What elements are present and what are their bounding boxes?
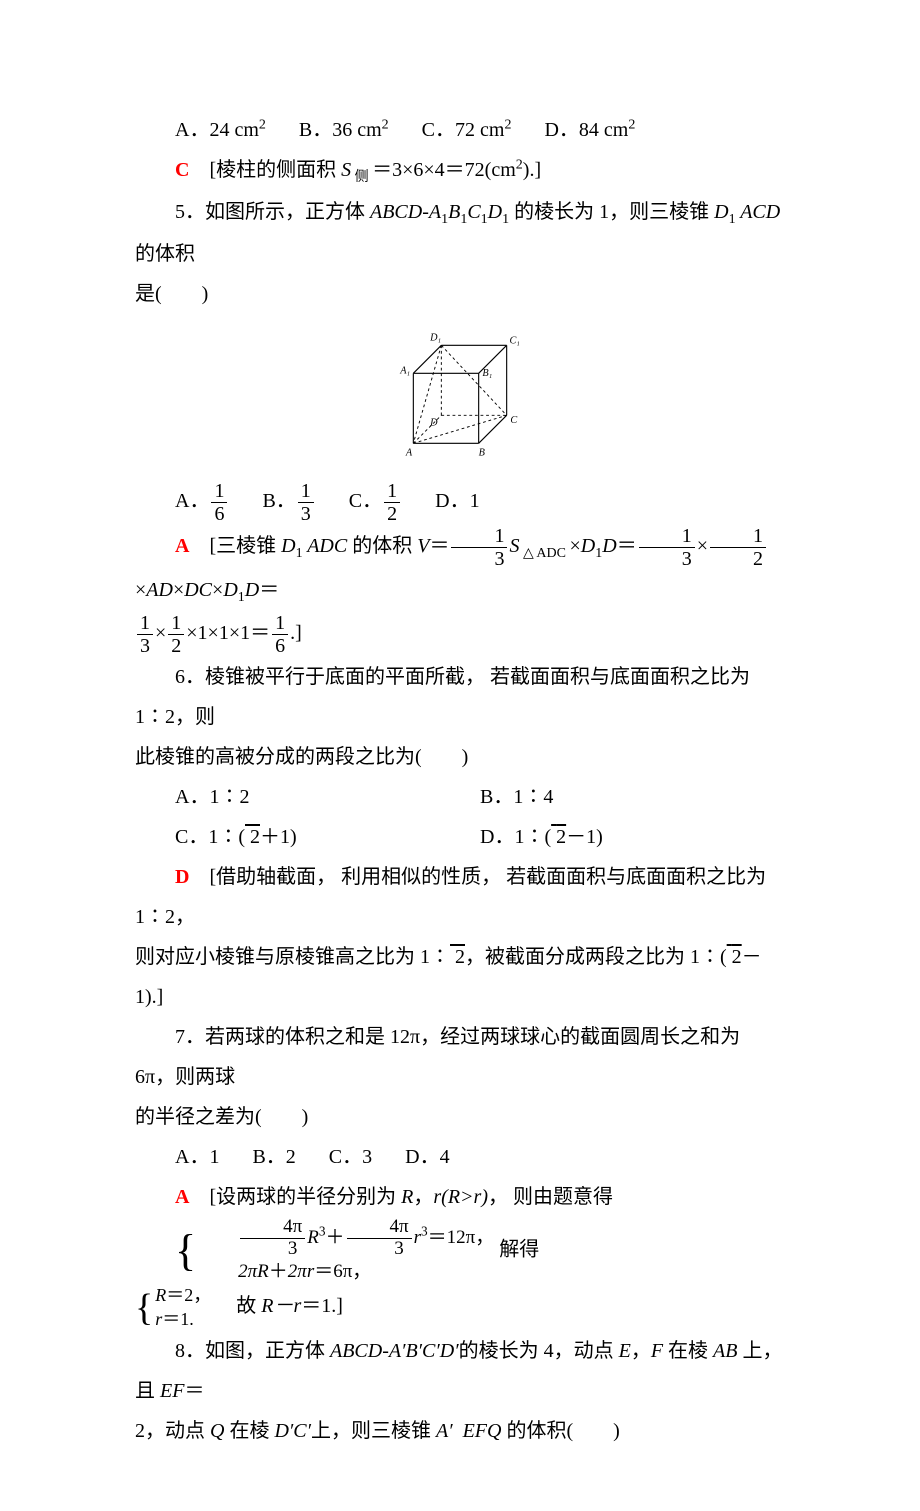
document-page: A．24 cm2 B．36 cm2 C．72 cm2 D．84 cm2 C [棱… [0, 0, 920, 1511]
q4-expl-end: ).] [523, 159, 541, 181]
q5-cube-figure: A B C D A₁ B₁ C₁ D₁ [135, 322, 785, 476]
q7-answer-letter: A [175, 1186, 189, 1208]
q7-opt-b: B．2 [252, 1137, 295, 1177]
q7-opt-a: A．1 [175, 1137, 219, 1177]
q6-opt-d: D．1∶( 2－1) [480, 817, 785, 857]
q6-stem-line1: 6．棱锥被平行于底面的平面所截， 若截面面积与底面面积之比为 1∶2，则 [135, 657, 785, 737]
q7-opt-d: D．4 [405, 1137, 449, 1177]
q7-answer-line1: A [设两球的半径分别为 R，r(R>r)， 则由题意得 { 4π3R3＋4π3… [135, 1177, 785, 1284]
q7-system: { 4π3R3＋4π3r3＝12π， 2πR＋2πr＝6π， [135, 1217, 494, 1284]
q5-stem-line1: 5．如图所示，正方体 ABCD-A1B1C1D1 的棱长为 1，则三棱锥 D1­… [135, 192, 785, 274]
q5-answer-letter: A [175, 535, 189, 557]
q5-opt-d: D．1 [435, 481, 479, 521]
svg-text:D₁: D₁ [429, 333, 441, 344]
svg-text:B₁: B₁ [482, 368, 492, 379]
q8-stem-line2: 2，动点 Q 在棱 D′C′上，则三棱锥 A′ ­ EFQ 的体积( ) [135, 1411, 785, 1451]
q6-stem-line2: 此棱锥的高被分成的两段之比为( ) [135, 737, 785, 777]
q7-options: A．1 B．2 C．3 D．4 [135, 1137, 785, 1177]
q6-opt-c: C．1∶( 2＋1) [175, 817, 480, 857]
q4-opt-d: D．84 cm2 [544, 110, 635, 150]
q5-answer-line1: A [三棱锥 D1­ ADC 的体积 V＝13S △ ADC ×D1D＝13×1… [135, 525, 785, 612]
q4-expl-sup: 2 [516, 157, 523, 172]
svg-text:C₁: C₁ [509, 335, 519, 346]
svg-text:A: A [405, 447, 413, 458]
q6-options-cd: C．1∶( 2＋1) D．1∶( 2－1) [135, 817, 785, 857]
q4-options: A．24 cm2 B．36 cm2 C．72 cm2 D．84 cm2 [135, 110, 785, 150]
q5-opt-c: C．12 [349, 480, 402, 525]
q4-opt-b: B．36 cm2 [299, 110, 389, 150]
q4-expl-eq: ＝3×6×4＝72(cm [372, 159, 516, 181]
q6-opt-b: B．1∶4 [480, 777, 785, 817]
q5-answer-line2: 13×12×1×1×1＝16.] [135, 612, 785, 657]
q4-opt-a: A．24 cm2 [175, 110, 266, 150]
q6-answer-letter: D [175, 866, 189, 888]
cube-diagram: A B C D A₁ B₁ C₁ D₁ [385, 322, 535, 462]
svg-text:B: B [479, 447, 486, 458]
q8-stem-line1: 8．如图，正方体 ABCD-A′B′C′D′的棱长为 4，动点 E，F 在棱 A… [135, 1331, 785, 1411]
q6-answer-line1: D [借助轴截面， 利用相似的性质， 若截面面积与底面面积之比为 1∶2， [135, 857, 785, 937]
q5-opt-b: B．13 [262, 480, 315, 525]
q5-stem-line2: 是( ) [135, 274, 785, 314]
q7-answer-line2: { R＝2， r＝1. 故 R－r＝1.] [135, 1284, 785, 1331]
q5-opt-a: A．16 [175, 480, 229, 525]
q4-answer-letter: C [175, 159, 189, 181]
q7-opt-c: C．3 [329, 1137, 372, 1177]
q4-expl-S: S [341, 159, 351, 181]
svg-text:C: C [510, 415, 517, 426]
q7-stem-line2: 的半径之差为( ) [135, 1097, 785, 1137]
q4-opt-c: C．72 cm2 [422, 110, 512, 150]
q6-opt-a: A．1∶2 [175, 777, 480, 817]
svg-text:D: D [429, 418, 438, 429]
q5-options: A．16 B．13 C．12 D．1 [135, 480, 785, 525]
svg-text:A₁: A₁ [399, 365, 410, 376]
q6-answer-line2: 则对应小棱锥与原棱锥高之比为 1∶ 2，被截面分成两段之比为 1∶( 2－1).… [135, 937, 785, 1017]
q4-answer: C [棱柱的侧面积 S 侧 ＝3×6×4＝72(cm2).] [135, 150, 785, 192]
q7-system-2: { R＝2， r＝1. [135, 1284, 211, 1331]
q7-stem-line1: 7．若两球的体积之和是 12π，经过两球球心的截面圆周长之和为 6π，则两球 [135, 1017, 785, 1097]
q4-expl-sub: 侧 [351, 170, 372, 185]
q4-expl-1: [棱柱的侧面积 [189, 159, 341, 181]
q6-options-ab: A．1∶2 B．1∶4 [135, 777, 785, 817]
